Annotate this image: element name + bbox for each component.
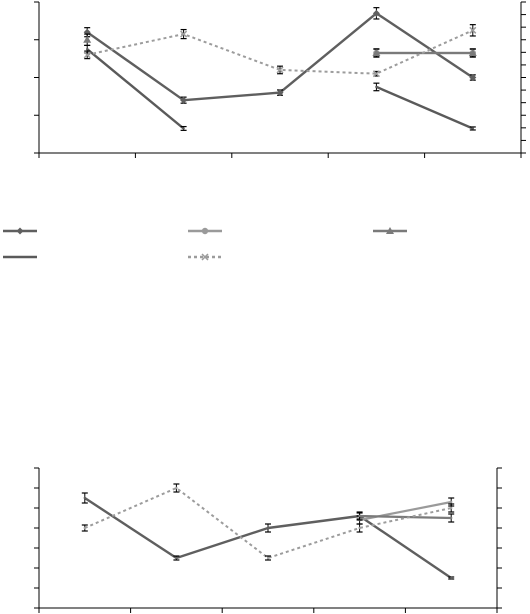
series-s5 xyxy=(81,483,455,561)
data-point-s4 xyxy=(471,127,474,130)
data-point-s5 xyxy=(358,526,361,530)
chart-2 xyxy=(34,467,502,613)
data-point-s1 xyxy=(266,526,270,530)
series-line-s3 xyxy=(359,514,452,520)
data-point-s1 xyxy=(83,496,87,500)
data-point-s1 xyxy=(276,89,284,97)
data-point-s4 xyxy=(86,47,89,51)
series-line-s4 xyxy=(86,48,474,130)
legend-marker-s3 xyxy=(386,227,394,234)
legend-marker-s5 xyxy=(201,253,209,261)
data-point-s3 xyxy=(83,35,92,43)
data-point-s2 xyxy=(450,500,453,504)
series-s3 xyxy=(83,33,477,58)
data-point-s3 xyxy=(372,48,381,56)
series-s2 xyxy=(356,497,455,525)
legend xyxy=(3,227,407,261)
data-point-s3 xyxy=(450,516,453,520)
series-line-s5 xyxy=(84,487,452,559)
data-point-s1 xyxy=(469,74,477,81)
data-point-s1 xyxy=(175,556,178,560)
series-line-s1 xyxy=(84,496,452,579)
data-point-s3 xyxy=(358,514,361,518)
legend-marker-s2 xyxy=(201,227,209,235)
data-point-s1 xyxy=(180,96,188,104)
data-point-s5 xyxy=(469,26,477,34)
legend-entry-s2 xyxy=(188,227,222,235)
legend-entry-s3 xyxy=(373,227,407,234)
data-point-s1 xyxy=(450,576,453,580)
data-point-s4 xyxy=(375,85,378,89)
data-point-s5 xyxy=(266,556,270,560)
data-point-s4 xyxy=(182,127,185,130)
data-point-s5 xyxy=(450,506,453,510)
data-point-s5 xyxy=(83,526,87,530)
legend-marker-s1 xyxy=(16,227,24,235)
data-point-s5 xyxy=(83,51,91,59)
legend-entry-s1 xyxy=(3,227,37,235)
series-s1 xyxy=(81,492,455,580)
series-s3 xyxy=(356,511,455,523)
data-point-s5 xyxy=(372,70,380,78)
data-point-s5 xyxy=(276,66,284,74)
data-point-s5 xyxy=(175,486,178,490)
data-point-s3 xyxy=(468,48,477,56)
series-s4 xyxy=(84,44,476,131)
series-line-s1 xyxy=(86,12,474,102)
legend-entry-s5 xyxy=(188,253,222,261)
series-s5 xyxy=(83,24,477,78)
data-point-s1 xyxy=(372,9,380,17)
data-point-s5 xyxy=(180,30,188,38)
chart-1 xyxy=(34,1,526,158)
